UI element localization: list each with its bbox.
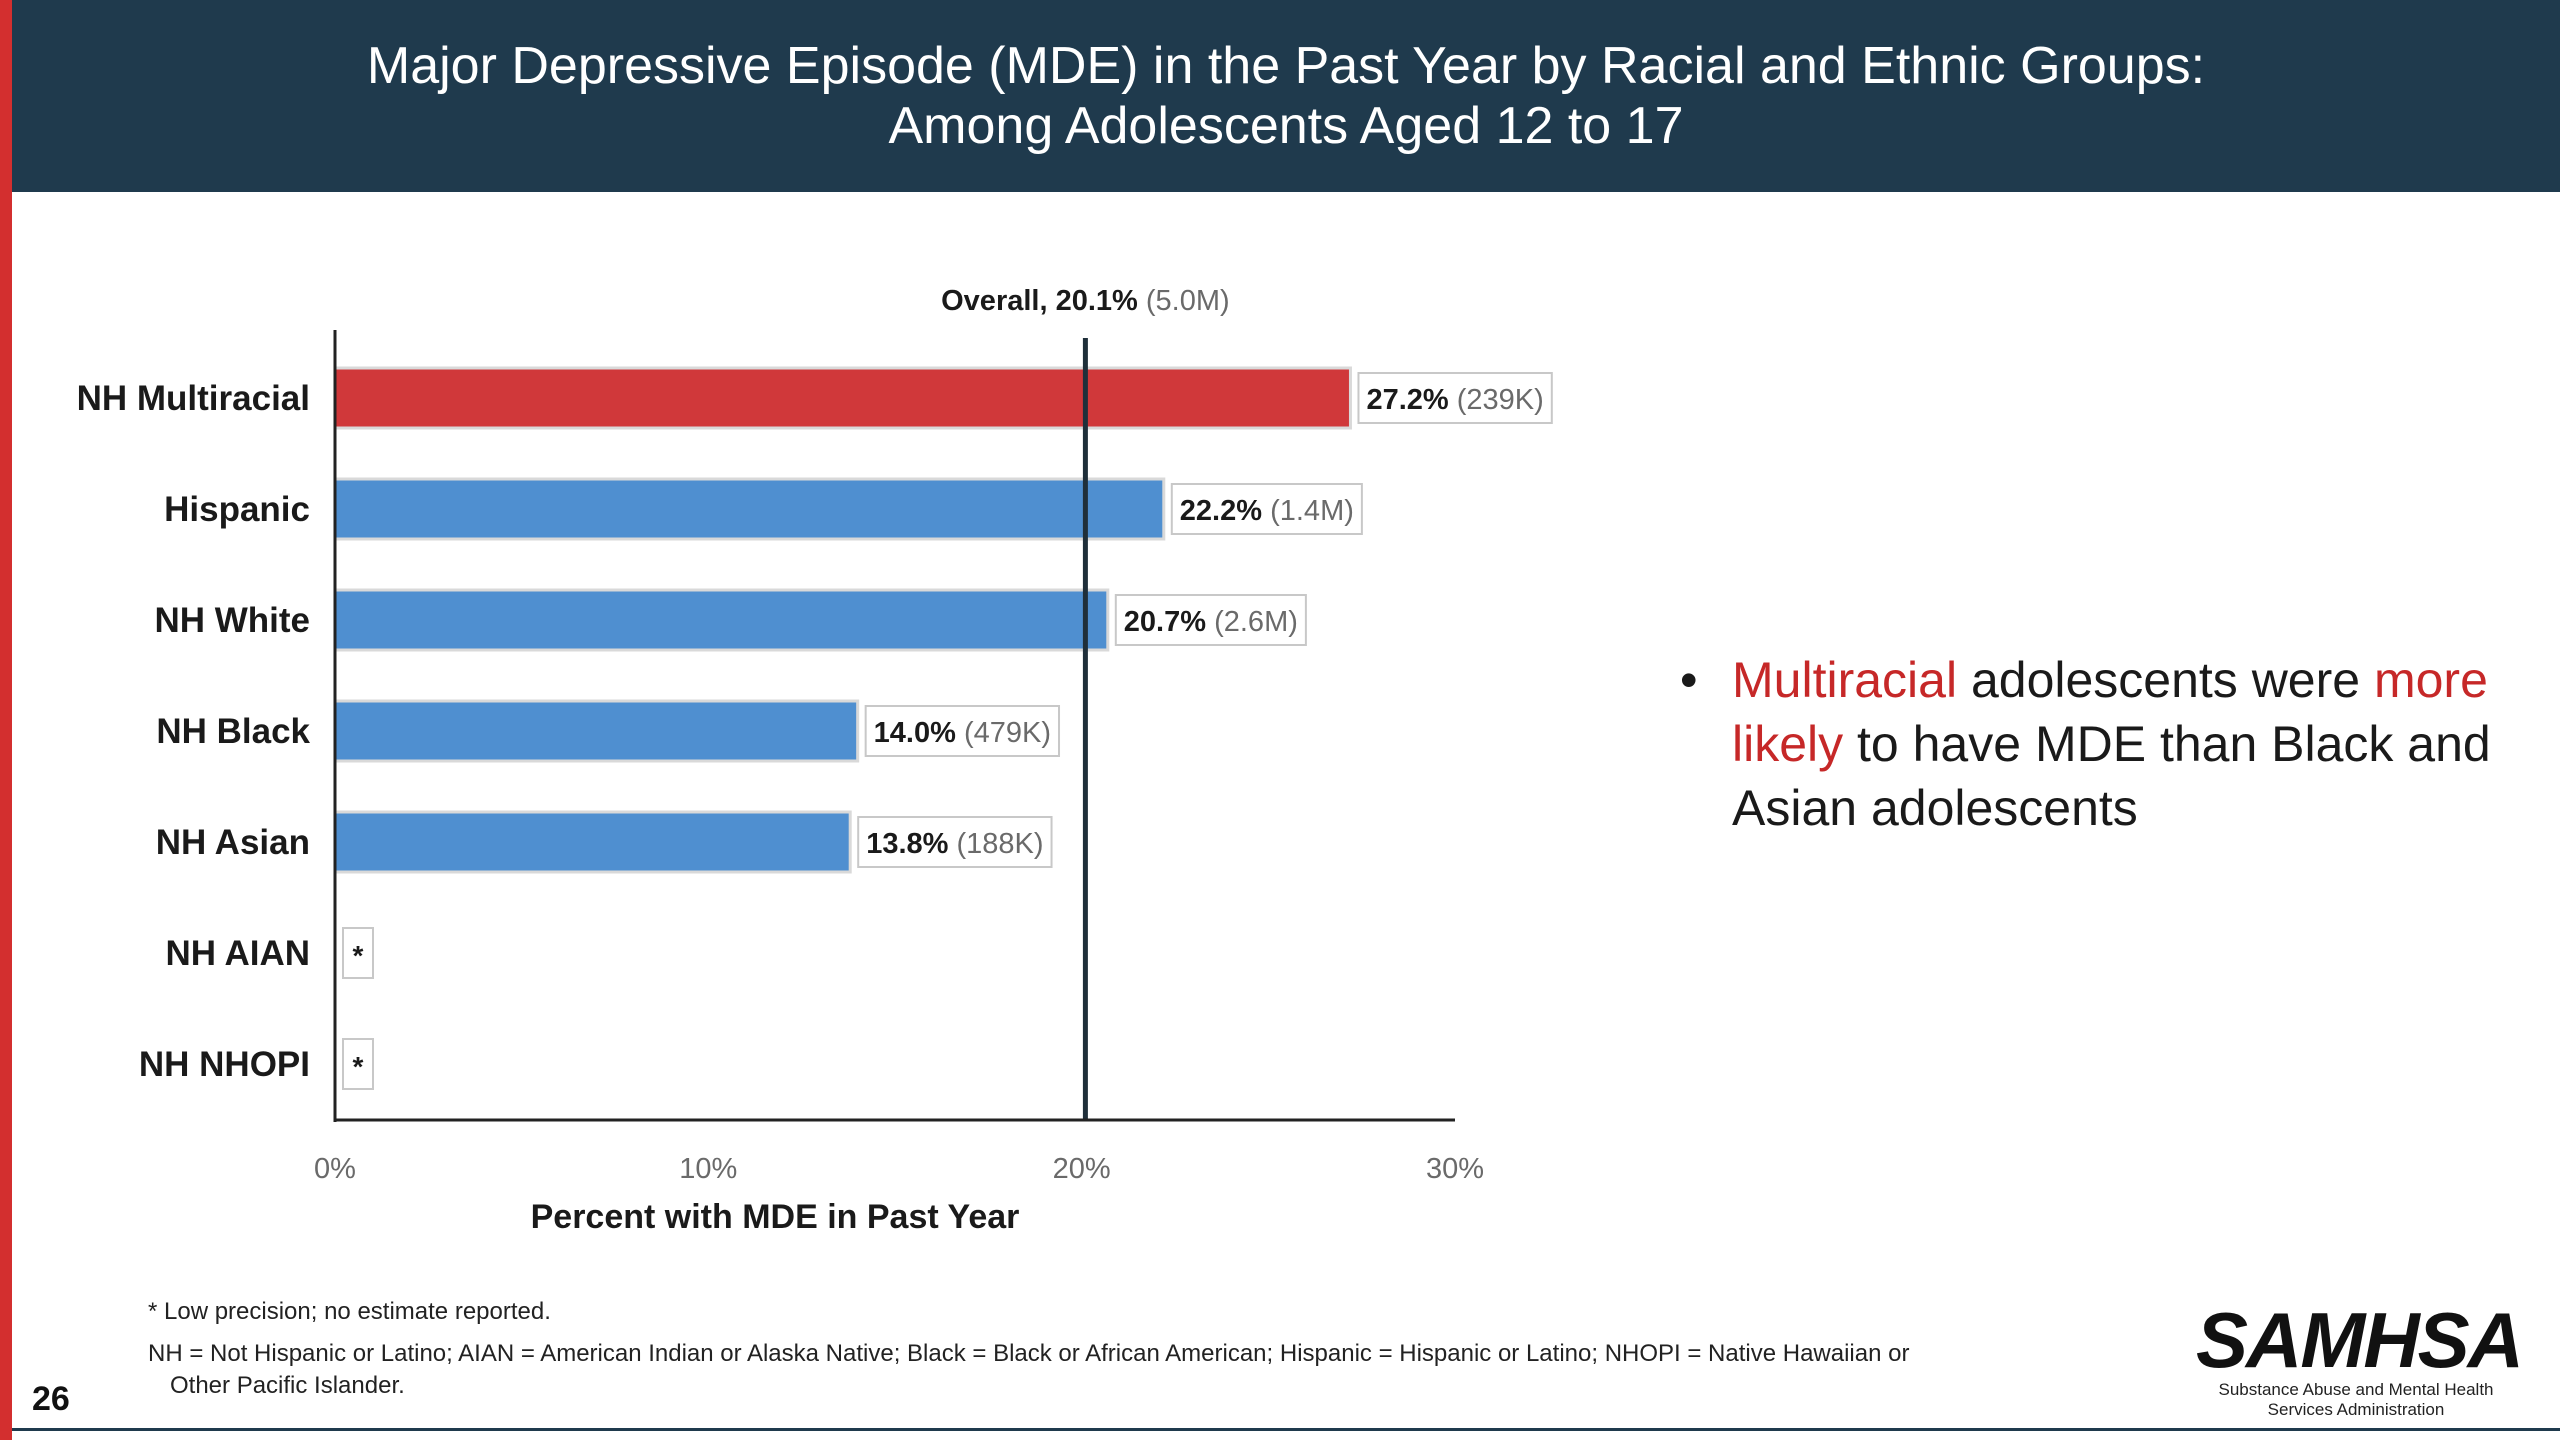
data-label-box: [1114, 594, 1307, 646]
x-tick-label: 0%: [314, 1153, 356, 1185]
bar: [333, 477, 1166, 541]
footnote-abbreviations-line-2: Other Pacific Islander.: [170, 1372, 405, 1399]
takeaway-text-part: adolescents were: [1957, 652, 2374, 708]
data-label: 20.7% (2.6M): [1114, 594, 1307, 646]
category-label: NH Asian: [156, 823, 310, 862]
footnote-abbreviations: NH = Not Hispanic or Latino; AIAN = Amer…: [148, 1338, 2128, 1402]
bar: [333, 588, 1110, 652]
slide-title-line-2: Among Adolescents Aged 12 to 17: [888, 97, 1684, 155]
left-accent-bar: [0, 0, 12, 1440]
takeaway-text: Multiracial adolescents were more likely…: [1732, 648, 2500, 840]
takeaway-bullet: • Multiracial adolescents were more like…: [1680, 648, 2500, 840]
footnote-low-precision: * Low precision; no estimate reported.: [148, 1298, 551, 1325]
bullet-marker: •: [1680, 652, 1698, 708]
data-label-box: [857, 816, 1053, 868]
category-label: Hispanic: [164, 490, 310, 529]
x-tick-label: 20%: [1053, 1153, 1111, 1185]
data-label: 22.2% (1.4M): [1170, 483, 1363, 535]
bar-chart: NH Multiracial 27.2% (239K) Hispanic 22.2% …: [77, 285, 1553, 1236]
category-label: NH Black: [156, 712, 310, 751]
overall-reference-label: Overall, 20.1% (5.0M): [941, 285, 1230, 317]
category-label: NH White: [154, 601, 310, 640]
bar: [333, 810, 852, 874]
data-label-text: 14.0% (479K): [874, 717, 1051, 749]
x-tick-label: 30%: [1426, 1153, 1484, 1185]
takeaway-highlight-multiracial: Multiracial: [1732, 652, 1958, 708]
data-label-text: 13.8% (188K): [866, 828, 1043, 860]
suppressed-marker: *: [353, 1051, 364, 1082]
data-label-box: [1170, 483, 1363, 535]
logo-wordmark: SAMHSA: [2196, 1296, 2524, 1384]
suppressed-marker-box: [342, 1038, 374, 1090]
footnote-abbreviations-line-1: NH = Not Hispanic or Latino; AIAN = Amer…: [148, 1340, 1910, 1367]
data-label: 13.8% (188K): [857, 816, 1053, 868]
x-tick-label: 10%: [679, 1153, 737, 1185]
data-label-box: [1357, 372, 1553, 424]
data-label-text: 22.2% (1.4M): [1180, 495, 1354, 527]
slide-title-line-1: Major Depressive Episode (MDE) in the Pa…: [366, 37, 2206, 95]
suppressed-marker-box: [342, 927, 374, 979]
title-band: Major Depressive Episode (MDE) in the Pa…: [12, 0, 2560, 192]
bar: [333, 366, 1352, 430]
x-axis-title: Percent with MDE in Past Year: [531, 1198, 1020, 1236]
category-label: NH Multiracial: [77, 379, 310, 418]
takeaway-highlight-more-likely: more likely: [1732, 652, 2488, 772]
data-label-text: 20.7% (2.6M): [1124, 606, 1298, 638]
logo-subtitle-line-1: Substance Abuse and Mental Health: [2218, 1380, 2494, 1399]
category-label: NH AIAN: [165, 934, 310, 973]
bottom-rule: [12, 1428, 2560, 1431]
data-label-text: 27.2% (239K): [1366, 384, 1543, 416]
data-label: 27.2% (239K): [1357, 372, 1553, 424]
suppressed-marker: *: [353, 940, 364, 971]
samhsa-logo: SAMHSA Substance Abuse and Mental Health…: [2196, 1296, 2524, 1420]
data-label: 14.0% (479K): [864, 705, 1061, 757]
data-label-box: [864, 705, 1061, 757]
bar: [333, 699, 860, 763]
takeaway-text-part: to have MDE than Black and Asian adolesc…: [1732, 716, 2491, 836]
logo-subtitle-line-2: Services Administration: [2267, 1400, 2445, 1419]
category-label: NH NHOPI: [139, 1045, 310, 1084]
page-number: 26: [32, 1380, 70, 1418]
